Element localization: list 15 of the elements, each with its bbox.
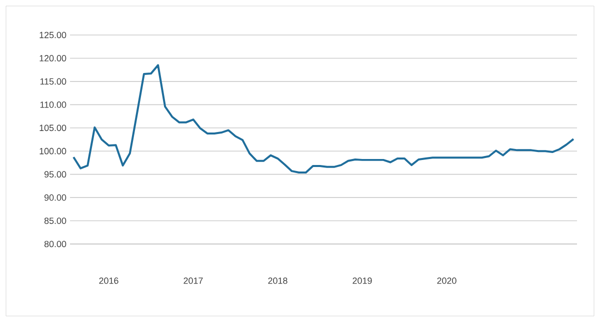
y-tick-label: 80.00 [44,240,66,248]
y-tick-label: 100.00 [40,148,66,154]
y-tick-label: 85.00 [44,218,66,224]
x-tick-label: 2020 [437,278,456,284]
x-tick-label: 2017 [184,278,203,284]
x-tick-label: 2019 [352,278,372,284]
y-tick-label: 125.00 [40,32,66,38]
y-tick-label: 110.00 [40,101,66,108]
y-tick-label: 120.00 [40,55,66,62]
x-tick-label: 2016 [99,278,118,284]
y-tick-label: 105.00 [40,124,66,132]
y-tick-label: 90.00 [44,194,66,201]
x-tick-label: 2018 [268,278,288,284]
y-tick-label: 115.00 [40,78,66,85]
y-tick-label: 95.00 [44,171,66,178]
